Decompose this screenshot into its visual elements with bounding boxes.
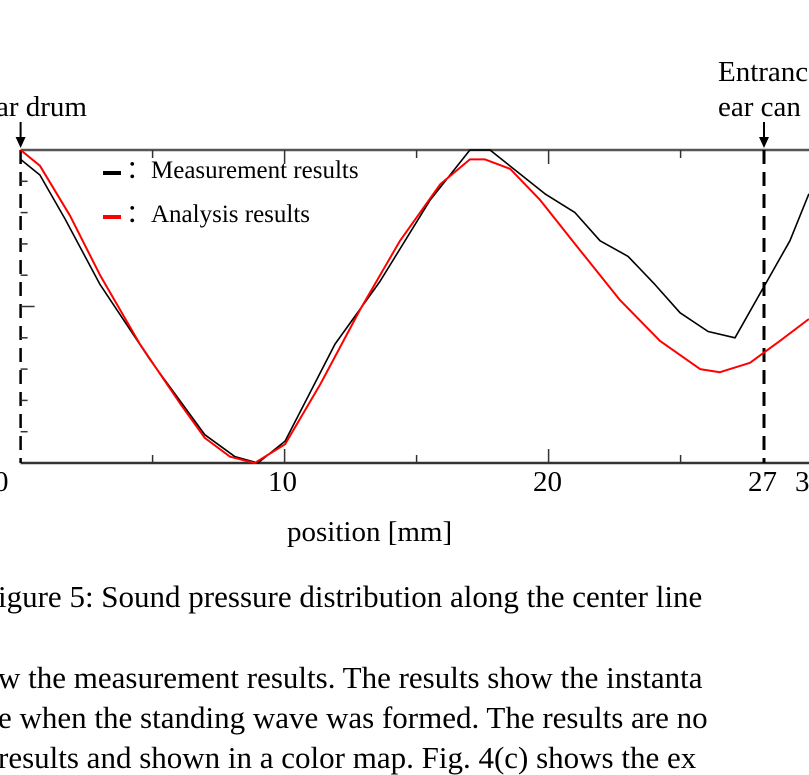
legend-analysis: ：Analysis results [126,202,310,227]
entrance-label-line2: ear can [718,93,801,122]
ear-drum-label: ar drum [0,93,87,122]
x-tick-label-0: 0 [0,468,9,497]
x-tick-label-20: 20 [533,468,562,497]
x-tick-label-27: 27 [748,468,777,497]
x-tick-label-10: 10 [268,468,297,497]
series-group [21,150,809,463]
entrance-arrow-head [759,137,769,148]
entrance-label-line1: Entranc [718,58,808,87]
figure-caption: igure 5: Sound pressure distribution alo… [0,581,702,612]
body-line-2: e when the standing wave was formed. The… [0,702,708,733]
x-axis-label: position [mm] [287,518,452,547]
x-tick-label-30: 3 [795,468,809,497]
ear-drum-arrow-head [16,137,26,148]
series-line-analysis-results [21,150,809,463]
legend-measurement: ：Measurement results [126,158,359,183]
body-line-1: w the measurement results. The results s… [0,662,703,693]
sound-pressure-chart [0,0,809,758]
series-line-measurement-results [21,150,809,463]
